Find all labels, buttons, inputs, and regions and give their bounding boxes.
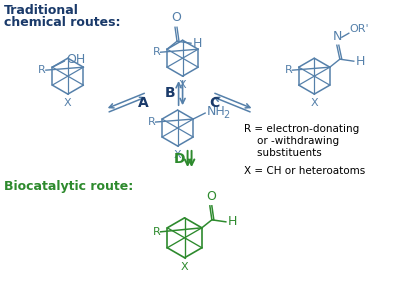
Text: N: N bbox=[333, 30, 342, 43]
Text: X: X bbox=[181, 262, 188, 272]
Text: chemical routes:: chemical routes: bbox=[4, 16, 120, 29]
Text: Traditional: Traditional bbox=[4, 4, 79, 17]
Text: 2: 2 bbox=[223, 110, 229, 120]
Text: R: R bbox=[153, 227, 161, 237]
Text: B: B bbox=[165, 86, 175, 100]
Text: D: D bbox=[174, 152, 185, 166]
Text: OR': OR' bbox=[350, 24, 370, 34]
Text: R: R bbox=[153, 47, 161, 57]
Text: X: X bbox=[179, 80, 186, 90]
Text: H: H bbox=[356, 55, 365, 68]
Text: X: X bbox=[174, 150, 182, 160]
Text: H: H bbox=[193, 37, 202, 50]
Text: O: O bbox=[171, 11, 181, 24]
Text: C: C bbox=[210, 96, 220, 110]
Text: OH: OH bbox=[66, 53, 86, 66]
Text: R: R bbox=[38, 65, 46, 75]
Text: O: O bbox=[206, 190, 216, 203]
Text: A: A bbox=[138, 96, 148, 110]
Text: substituents: substituents bbox=[244, 148, 322, 158]
Text: R = electron-donating: R = electron-donating bbox=[244, 124, 360, 134]
Text: X = CH or heteroatoms: X = CH or heteroatoms bbox=[244, 166, 366, 176]
Text: X: X bbox=[310, 98, 318, 108]
Text: H: H bbox=[228, 215, 237, 228]
Text: R: R bbox=[148, 117, 156, 127]
Text: Biocatalytic route:: Biocatalytic route: bbox=[4, 180, 133, 193]
Text: R: R bbox=[284, 65, 292, 75]
Text: NH: NH bbox=[207, 105, 226, 118]
Text: or -withdrawing: or -withdrawing bbox=[244, 136, 340, 146]
Text: X: X bbox=[64, 98, 72, 108]
